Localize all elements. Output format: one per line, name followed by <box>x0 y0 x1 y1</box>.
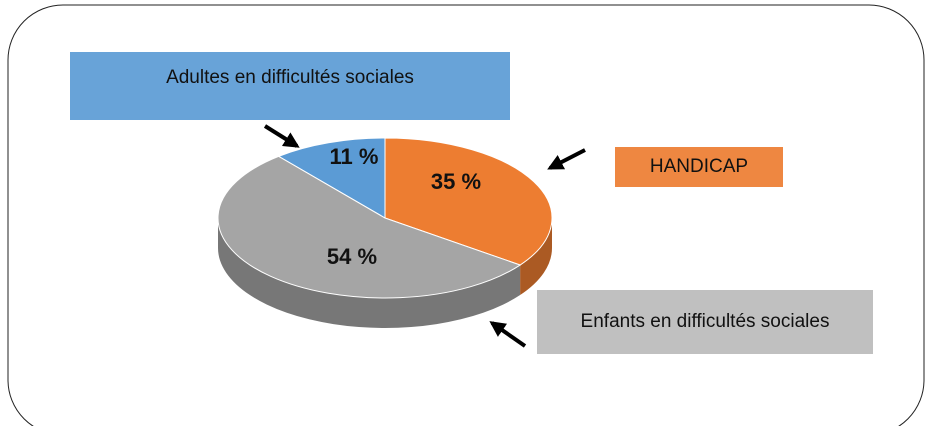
label-box <box>70 52 510 120</box>
label-box <box>537 290 873 354</box>
category-label: Enfants en difficultés sociales <box>581 311 830 332</box>
data-label: 11 % <box>330 144 379 169</box>
slice-side <box>218 218 521 329</box>
data-label: 35 % <box>431 169 481 194</box>
slice-side <box>520 218 552 296</box>
pie: 11 % 35 % 54 % <box>217 137 553 329</box>
arrow <box>489 321 527 348</box>
arrow <box>547 148 586 170</box>
slice <box>277 137 386 219</box>
arrow <box>263 124 300 148</box>
label-box <box>615 147 783 187</box>
category-label: HANDICAP <box>650 156 748 177</box>
slice <box>217 155 522 299</box>
category-label: Adultes en difficultés sociales <box>166 67 414 88</box>
slice <box>384 137 553 266</box>
data-label: 54 % <box>327 244 377 269</box>
labels: Adultes en difficultés sociales HANDICAP E… <box>70 52 873 354</box>
